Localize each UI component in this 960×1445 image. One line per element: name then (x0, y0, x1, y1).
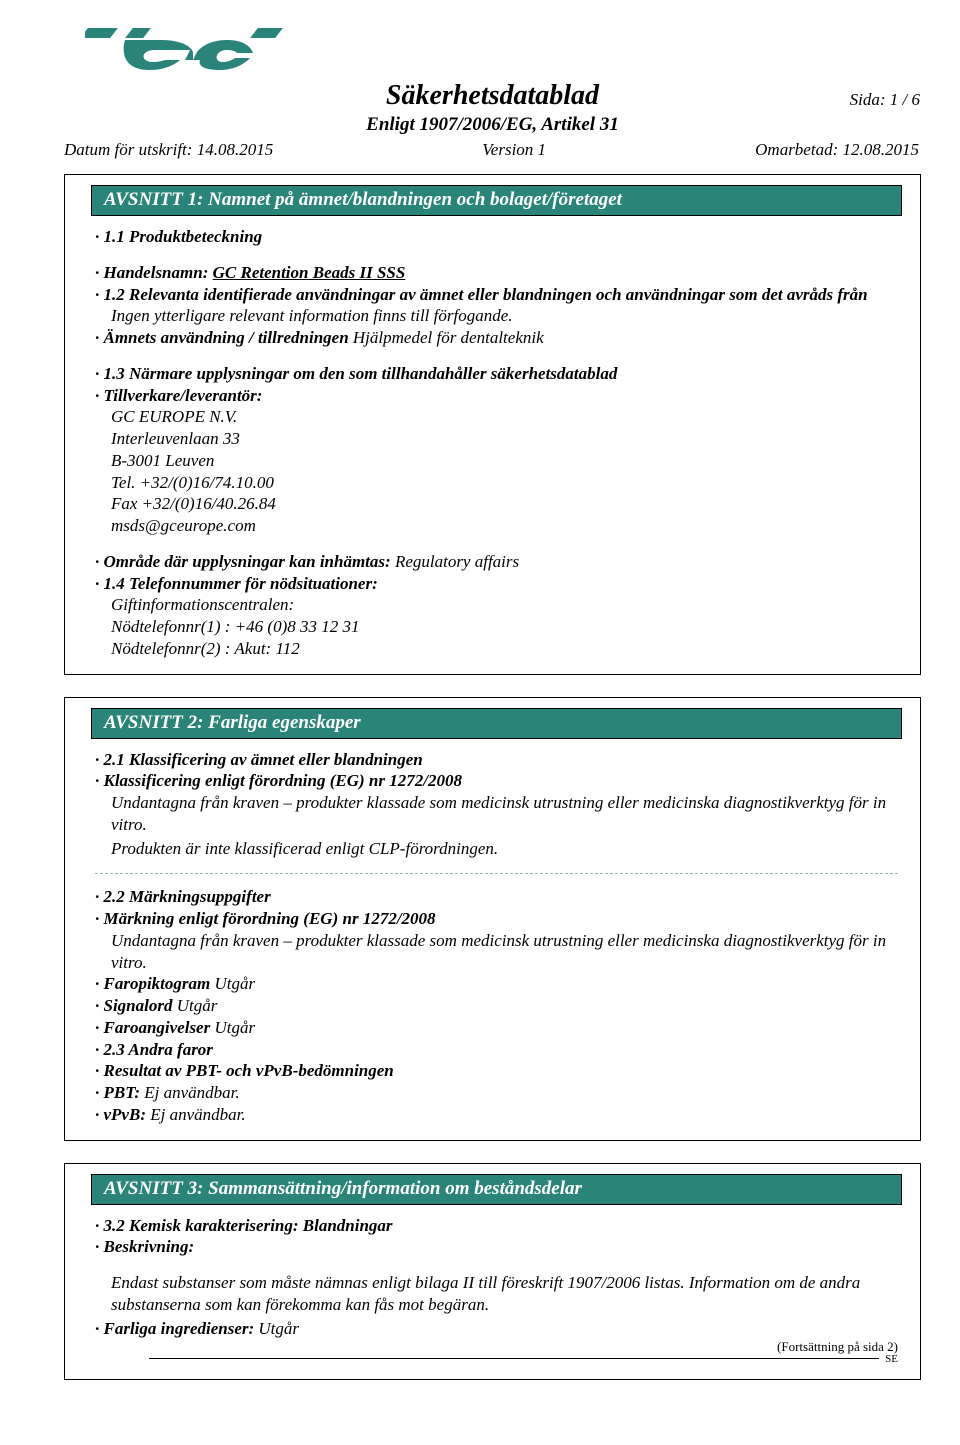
mfr-name: GC EUROPE N.V. (95, 406, 898, 428)
omrade-label: · Område där upplysningar kan inhämtas: (95, 552, 391, 571)
handelsnamn: · Handelsnamn: GC Retention Beads II SSS (95, 262, 898, 284)
vpvb-value: Ej användbar. (150, 1105, 245, 1124)
vpvb: · vPvB: Ej användbar. (95, 1104, 898, 1126)
s13-label: · 1.3 Närmare upplysningar om den som ti… (95, 363, 898, 385)
section-2-box: AVSNITT 2: Farliga egenskaper · 2.1 Klas… (64, 697, 921, 1141)
section-1-content: · 1.1 Produktbeteckning · Handelsnamn: G… (65, 226, 920, 660)
section-3-title: AVSNITT 3: Sammansättning/information om… (91, 1174, 902, 1205)
omrade-value: Regulatory affairs (395, 552, 519, 571)
vpvb-label: · vPvB: (95, 1105, 146, 1124)
mfr-email: msds@gceurope.com (95, 515, 898, 537)
mark-label: · Märkning enligt förordning (EG) nr 127… (95, 908, 898, 930)
section-3-content: · 3.2 Kemisk karakterisering: Blandninga… (65, 1215, 920, 1340)
se-text: SE (885, 1353, 898, 1365)
klass-body: Undantagna från kraven – produkter klass… (95, 792, 898, 836)
page-number: Sida: 1 / 6 (850, 90, 920, 110)
s14-label: · 1.4 Telefonnummer för nödsituationer: (95, 573, 898, 595)
gc-logo (85, 20, 285, 83)
klass-label: · Klassificering enligt förordning (EG) … (95, 770, 898, 792)
s23-label: · 2.3 Andra faror (95, 1039, 898, 1061)
pbt-value: Ej användbar. (144, 1083, 239, 1102)
resultat-label: · Resultat av PBT- och vPvB-bedömningen (95, 1060, 898, 1082)
faropikt-value: Utgår (215, 974, 256, 993)
handelsnamn-label: · Handelsnamn: (95, 263, 208, 282)
faropikt: · Faropiktogram Utgår (95, 973, 898, 995)
beskrivning-body: Endast substanser som måste nämnas enlig… (95, 1272, 898, 1316)
document-subtitle: Enligt 1907/2006/EG, Artikel 31 (60, 114, 925, 136)
mark-body: Undantagna från kraven – produkter klass… (95, 930, 898, 974)
handelsnamn-value: GC Retention Beads II SSS (213, 263, 406, 282)
signalord-label: · Signalord (95, 996, 172, 1015)
gift: Giftinformationscentralen: (95, 594, 898, 616)
revised-date: Omarbetad: 12.08.2015 (755, 140, 919, 160)
mfr-addr1: Interleuvenlaan 33 (95, 428, 898, 450)
document-header: Säkerhetsdatablad Enligt 1907/2006/EG, A… (60, 80, 925, 136)
beskrivning-label: · Beskrivning: (95, 1236, 898, 1258)
print-date: Datum för utskrift: 14.08.2015 (64, 140, 273, 160)
section-2-content-a: · 2.1 Klassificering av ämnet eller blan… (65, 749, 920, 860)
omrade: · Område där upplysningar kan inhämtas: … (95, 551, 898, 573)
amnets: · Ämnets användning / tillredningen Hjäl… (95, 327, 898, 349)
farliga-value: Utgår (258, 1319, 299, 1338)
faroang-label: · Faroangivelser (95, 1018, 210, 1037)
klass-body2: Produkten är inte klassificerad enligt C… (95, 838, 898, 860)
section-2-title: AVSNITT 2: Farliga egenskaper (91, 708, 902, 739)
section-1-box: AVSNITT 1: Namnet på ämnet/blandningen o… (64, 174, 921, 675)
version: Version 1 (273, 140, 755, 160)
section-2-content-b: · 2.2 Märkningsuppgifter · Märkning enli… (65, 886, 920, 1125)
faroang: · Faroangivelser Utgår (95, 1017, 898, 1039)
page: Sida: 1 / 6 Säkerhetsdatablad Enligt 190… (0, 0, 960, 1432)
mfr-fax: Fax +32/(0)16/40.26.84 (95, 493, 898, 515)
farliga-label: · Farliga ingredienser: (95, 1319, 254, 1338)
pbt-label: · PBT: (95, 1083, 140, 1102)
faropikt-label: · Faropiktogram (95, 974, 210, 993)
section-1-title: AVSNITT 1: Namnet på ämnet/blandningen o… (91, 185, 902, 216)
dashed-divider (95, 873, 898, 874)
tillverkare-label: · Tillverkare/leverantör: (95, 385, 898, 407)
pbt: · PBT: Ej användbar. (95, 1082, 898, 1104)
signalord-value: Utgår (177, 996, 218, 1015)
document-title: Säkerhetsdatablad (60, 80, 925, 112)
s12-label: · 1.2 Relevanta identifierade användning… (95, 285, 868, 304)
s22-label: · 2.2 Märkningsuppgifter (95, 886, 898, 908)
nod1: Nödtelefonnr(1) : +46 (0)8 33 12 31 (95, 616, 898, 638)
signalord: · Signalord Utgår (95, 995, 898, 1017)
s32-label: · 3.2 Kemisk karakterisering: Blandninga… (95, 1215, 898, 1237)
nod2: Nödtelefonnr(2) : Akut: 112 (95, 638, 898, 660)
mfr-addr2: B-3001 Leuven (95, 450, 898, 472)
mfr-tel: Tel. +32/(0)16/74.10.00 (95, 472, 898, 494)
se-mark: SE (65, 1353, 920, 1365)
s12-body: Ingen ytterligare relevant information f… (95, 305, 898, 327)
s21-label: · 2.1 Klassificering av ämnet eller blan… (95, 749, 898, 771)
amnets-value: Hjälpmedel för dentalteknik (353, 328, 544, 347)
faroang-value: Utgår (214, 1018, 255, 1037)
s11-label: · 1.1 Produktbeteckning (95, 226, 898, 248)
section-3-box: AVSNITT 3: Sammansättning/information om… (64, 1163, 921, 1381)
farliga: · Farliga ingredienser: Utgår (95, 1318, 898, 1340)
meta-row: Datum för utskrift: 14.08.2015 Version 1… (60, 140, 925, 160)
s12: · 1.2 Relevanta identifierade användning… (95, 284, 898, 306)
amnets-label: · Ämnets användning / tillredningen (95, 328, 349, 347)
